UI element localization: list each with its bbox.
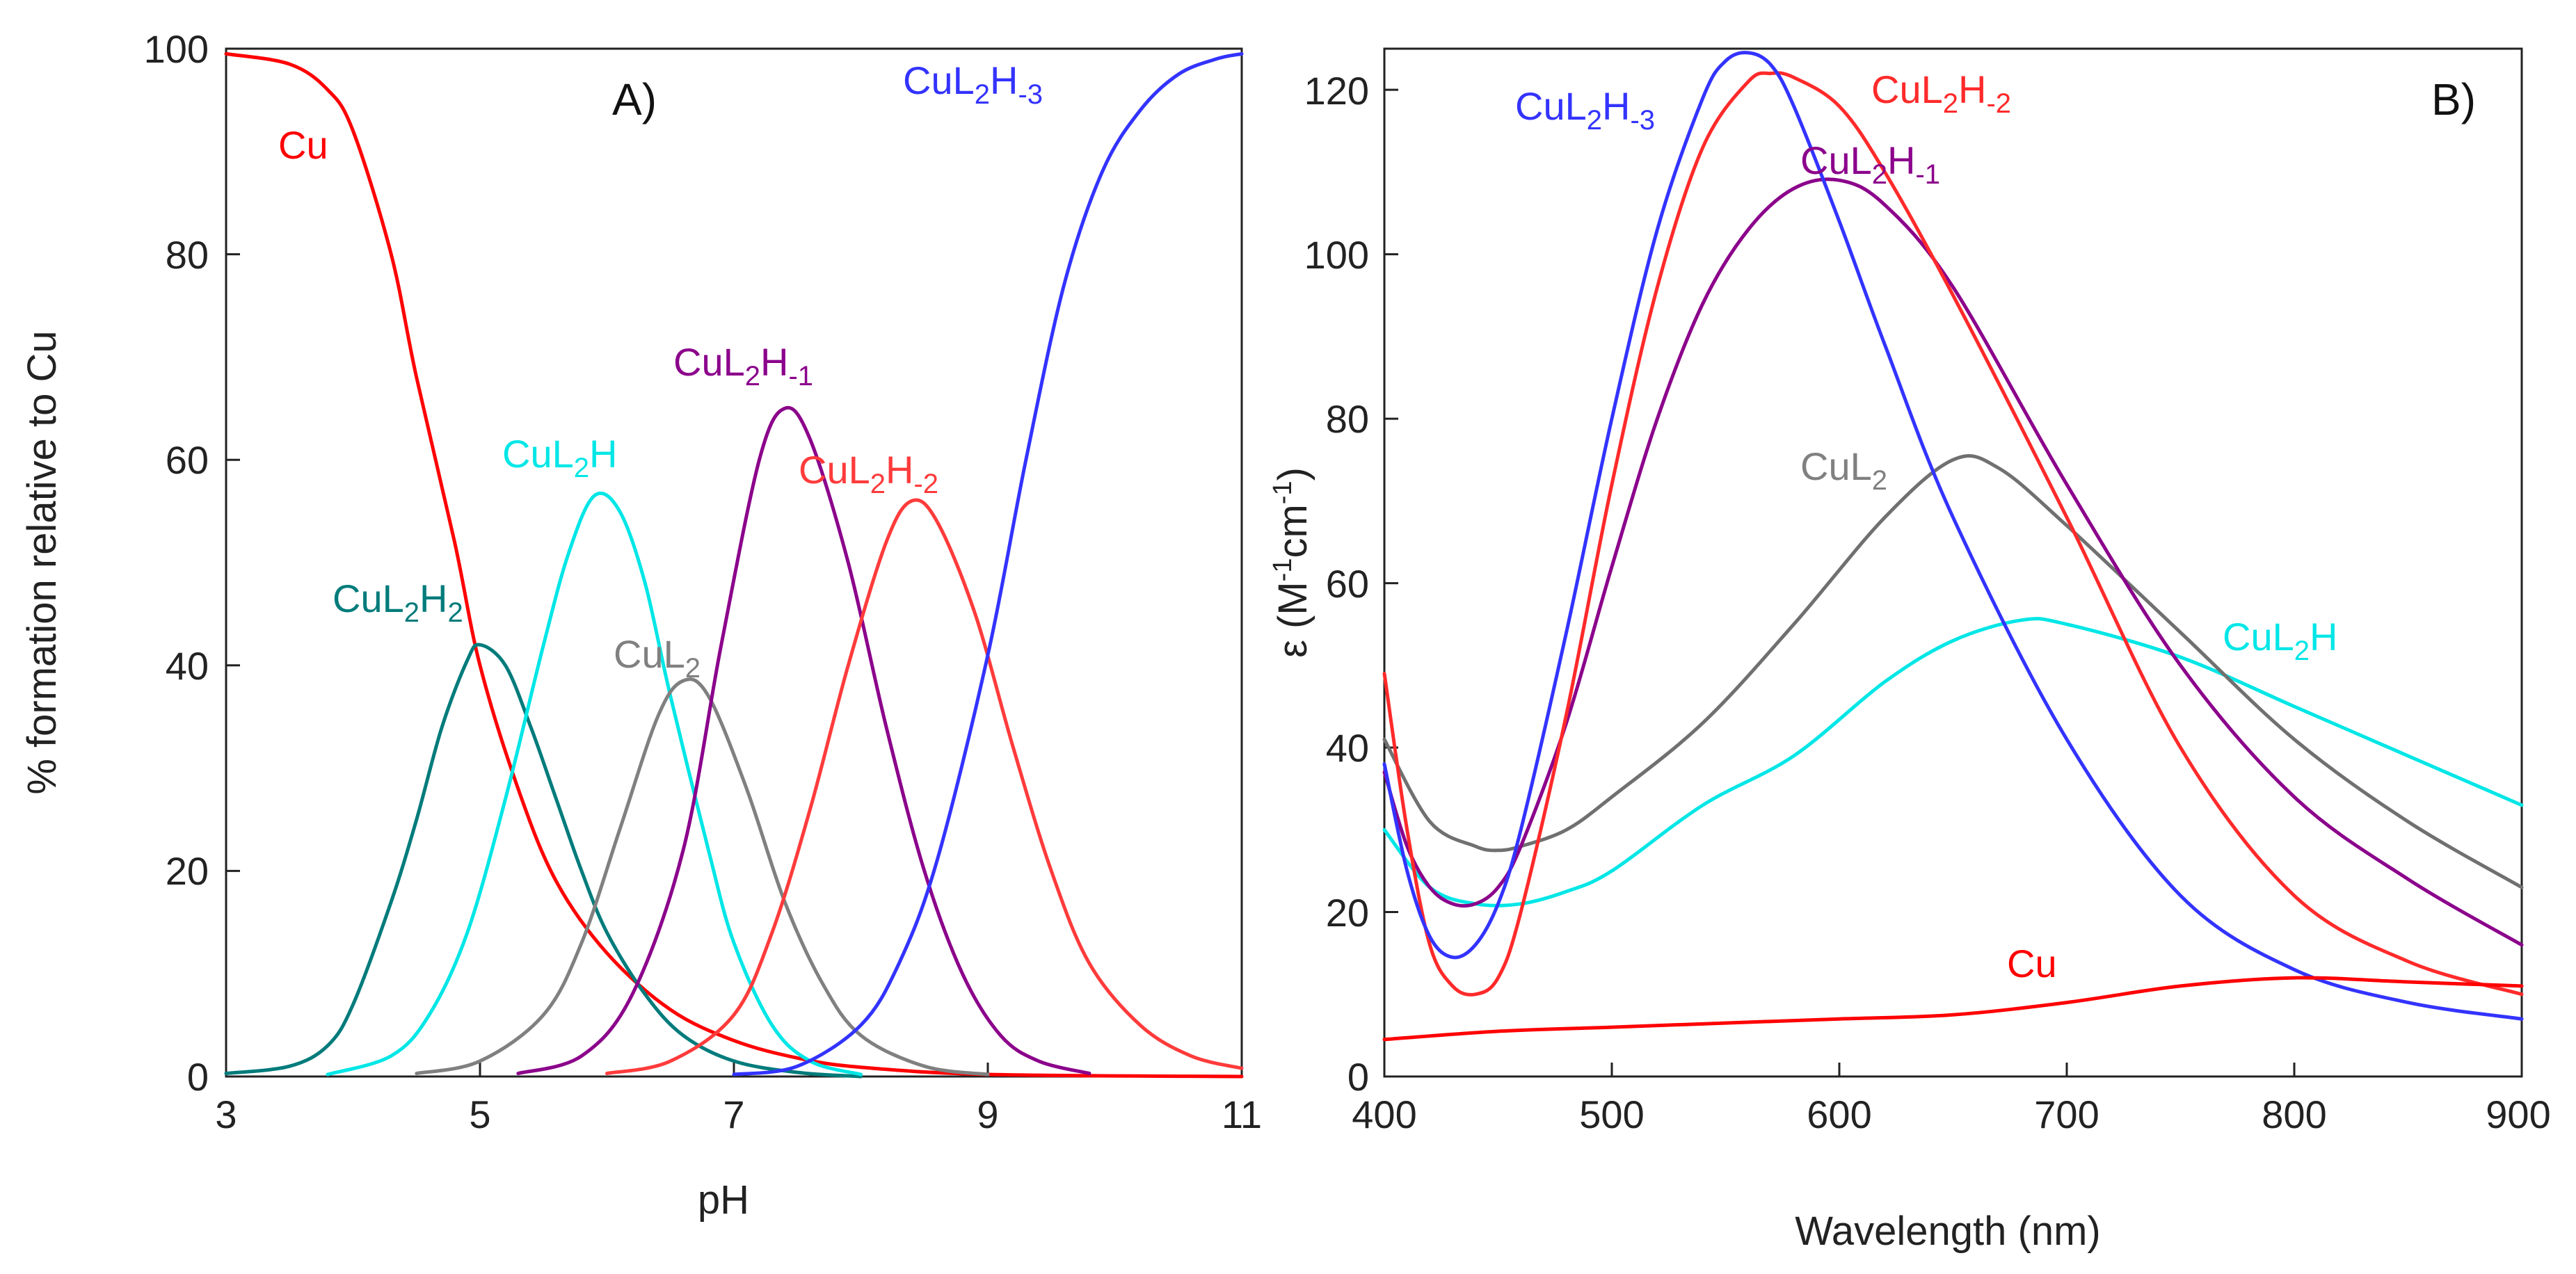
- label-cul2h-3: CuL2H-3: [1515, 84, 1655, 136]
- panel-b-x-axis-label: Wavelength (nm): [1795, 1209, 2100, 1254]
- panel-a-x-tick-label: 9: [977, 1092, 998, 1136]
- label-cu: Cu: [278, 123, 328, 167]
- panel-b-y-tick-label: 100: [1304, 233, 1369, 277]
- series-line-cul2: [415, 677, 990, 1077]
- series-line-cu: [224, 51, 1244, 1079]
- panel-b-absorption-chart: 400 500 600 700 800 900 0 20 40 60 80 10…: [1268, 47, 2551, 1254]
- panel-b-tag: B): [2431, 74, 2476, 124]
- series-line-cul2h-1: [1382, 177, 2524, 947]
- panel-a-y-tick-label: 60: [166, 438, 209, 482]
- panel-b-plot-frame: [1383, 47, 2523, 1078]
- panel-a-y-tick-label: 0: [187, 1055, 209, 1099]
- panel-b-x-tick-label: 800: [2262, 1092, 2326, 1136]
- series-line-cul2h2: [224, 643, 863, 1079]
- series-line-cul2h-2: [1382, 71, 2524, 997]
- panel-a-x-tick-label: 5: [469, 1092, 490, 1136]
- label-cu: Cu: [2007, 942, 2057, 985]
- panel-b-y-tick-label: 60: [1326, 562, 1369, 606]
- label-cul2h: CuL2H: [2223, 615, 2337, 666]
- series-line-cul2h: [326, 491, 863, 1077]
- panel-a-y-tick-label: 40: [166, 644, 209, 688]
- panel-a-y-axis-label: % formation relative to Cu: [19, 330, 65, 794]
- panel-b-series-group: [1382, 51, 2524, 1042]
- series-line-cul2h-3: [1382, 51, 2524, 1021]
- panel-b-y-axis: 0 20 40 60 80 100 120: [1304, 69, 1398, 1099]
- panel-b-x-tick-label: 600: [1807, 1092, 1871, 1136]
- series-line-cul2h-2: [605, 498, 1244, 1076]
- label-cul2h-3: CuL2H-3: [903, 58, 1043, 110]
- label-cul2h-1: CuL2H-1: [673, 340, 813, 392]
- panel-a-speciation-chart: 3 5 7 9 11 0 20 40 60 80 100 pH % format…: [19, 27, 1262, 1223]
- panel-a-y-tick-label: 20: [166, 849, 209, 893]
- panel-b-series-labels: CuL2H-3 CuL2H-2 CuL2H-1 CuL2 CuL2H Cu: [1515, 67, 2337, 985]
- panel-b-x-tick-label: 900: [2486, 1092, 2550, 1136]
- label-cul2h2: CuL2H2: [333, 576, 463, 628]
- label-cul2h-2: CuL2H-2: [1871, 67, 2011, 119]
- panel-a-tag: A): [612, 74, 657, 124]
- series-line-cul2h-3: [732, 51, 1244, 1077]
- panel-b-y-axis-label: ε (M-1cm-1): [1268, 467, 1315, 658]
- panel-a-x-tick-label: 3: [215, 1092, 237, 1136]
- panel-a-x-axis-label: pH: [698, 1177, 749, 1223]
- label-cul2h-2: CuL2H-2: [799, 448, 938, 499]
- panel-a-y-tick-label: 80: [166, 233, 209, 277]
- panel-b-x-tick-label: 500: [1579, 1092, 1644, 1136]
- panel-b-x-tick-label: 700: [2034, 1092, 2099, 1136]
- panel-b-x-axis: 400 500 600 700 800 900: [1352, 1063, 2551, 1136]
- label-cul2: CuL2: [1800, 444, 1887, 496]
- panel-b-y-tick-label: 80: [1326, 397, 1369, 441]
- panel-b-y-tick-label: 20: [1326, 891, 1369, 935]
- label-cul2h: CuL2H: [502, 432, 617, 483]
- panel-b-x-tick-label: 400: [1352, 1092, 1416, 1136]
- panel-a-x-axis: 3 5 7 9 11: [215, 1063, 1262, 1136]
- panel-b-y-tick-label: 40: [1326, 726, 1369, 770]
- panel-a-series-labels: Cu CuL2H2 CuL2H CuL2 CuL2H-1 CuL2H-2 CuL…: [278, 58, 1043, 684]
- panel-a-series-group: [224, 51, 1244, 1079]
- panel-a-y-axis: 0 20 40 60 80 100: [144, 27, 240, 1099]
- series-line-cu: [1382, 976, 2524, 1042]
- panel-a-x-tick-label: 11: [1222, 1092, 1262, 1136]
- label-cul2h-1: CuL2H-1: [1800, 138, 1940, 190]
- panel-b-y-tick-label: 120: [1304, 69, 1369, 113]
- label-cul2: CuL2: [614, 632, 701, 684]
- series-line-cul2h-1: [516, 405, 1091, 1076]
- panel-a-y-tick-label: 100: [144, 27, 209, 71]
- panel-a-x-tick-label: 7: [723, 1092, 744, 1136]
- panel-b-y-tick-label: 0: [1347, 1055, 1369, 1099]
- series-line-cul2: [1382, 454, 2524, 889]
- series-line-cul2h: [1382, 617, 2524, 908]
